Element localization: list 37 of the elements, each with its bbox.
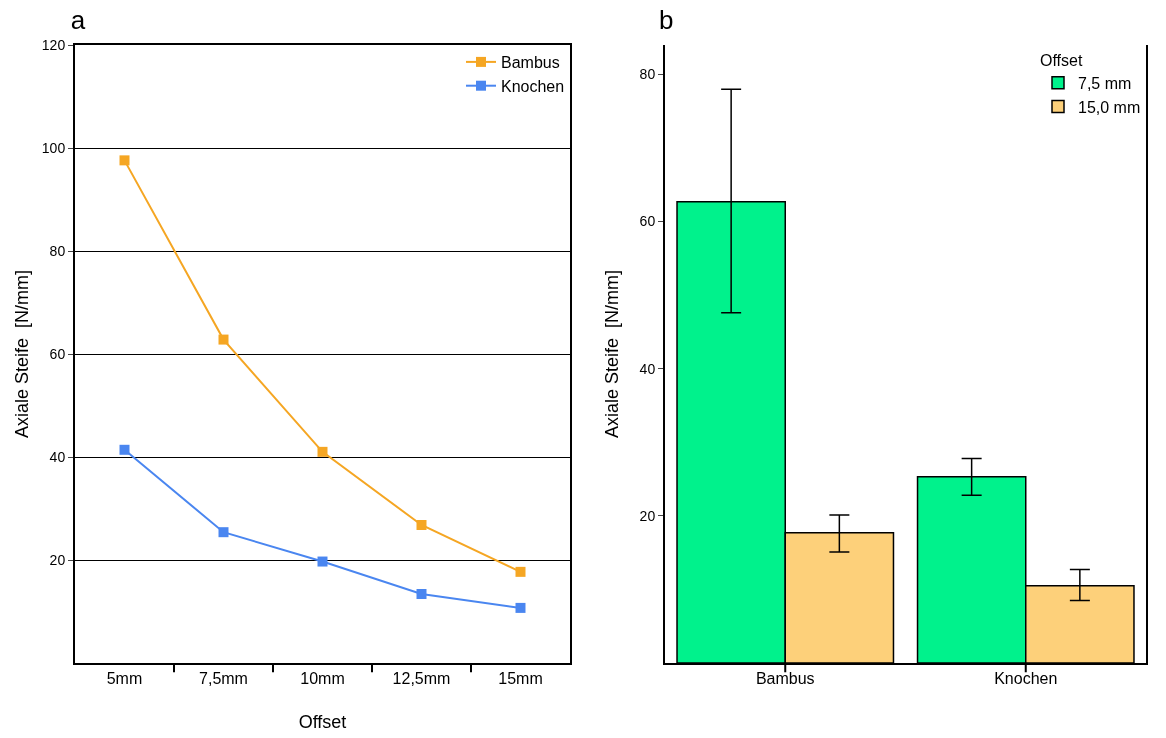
x-tick-label: 12,5mm xyxy=(392,670,451,688)
y-tick-label: 100 xyxy=(41,139,66,156)
point xyxy=(218,334,229,345)
legend-title: Offset xyxy=(1040,51,1083,69)
y-tick-label: 40 xyxy=(639,360,656,377)
legend-label: 7,5 mm xyxy=(1078,74,1132,92)
y-axis-title: Axiale Steife [N/mm] xyxy=(602,269,622,439)
x-tick-label: 7,5mm xyxy=(199,670,248,688)
y-tick-label: 20 xyxy=(639,507,656,524)
x-tick-label: 15mm xyxy=(498,670,543,688)
point xyxy=(218,527,229,538)
y-axis-title: Axiale Steife [N/mm] xyxy=(12,269,32,439)
x-axis-title: Offset xyxy=(298,712,347,732)
point xyxy=(317,446,328,457)
y-tick-label: 80 xyxy=(639,66,656,83)
point xyxy=(416,588,427,599)
y-tick-label: 80 xyxy=(49,242,66,259)
chart-title: b xyxy=(659,5,674,36)
point xyxy=(317,556,328,567)
y-tick-label: 20 xyxy=(49,551,66,568)
x-tick-label: Knochen xyxy=(994,670,1058,688)
point xyxy=(119,155,130,166)
point xyxy=(515,602,526,613)
x-tick-label: 5mm xyxy=(106,670,143,688)
x-tick-label: Bambus xyxy=(755,670,815,688)
legend-label: Bambus xyxy=(501,54,560,72)
chart-title: a xyxy=(70,5,86,36)
y-tick-label: 60 xyxy=(639,213,656,230)
point xyxy=(416,519,427,530)
y-tick-label: 120 xyxy=(41,36,66,53)
y-tick-label: 40 xyxy=(49,448,66,465)
y-tick-label: 60 xyxy=(49,345,66,362)
legend-label: 15,0 mm xyxy=(1078,98,1141,116)
point xyxy=(119,444,130,455)
point xyxy=(515,566,526,577)
legend-label: Knochen xyxy=(501,77,565,95)
x-tick-label: 10mm xyxy=(300,670,345,688)
